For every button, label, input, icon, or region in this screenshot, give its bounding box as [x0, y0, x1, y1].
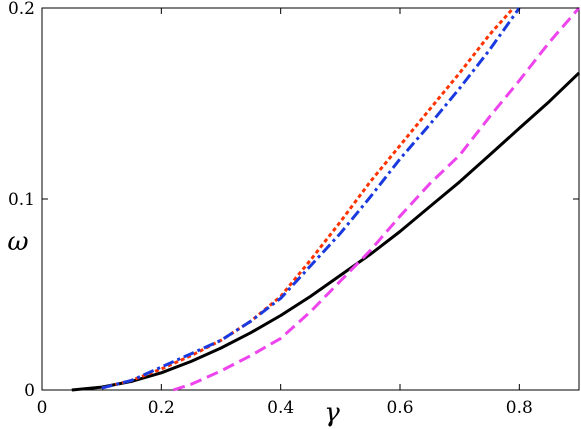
x-tick-label: 0.2 [148, 398, 175, 418]
plot-frame [41, 7, 580, 391]
series-line-4 [172, 7, 581, 392]
x-tick-label: 0.8 [506, 398, 533, 418]
y-tick-label: 0 [24, 381, 35, 401]
y-tick-label: 0.1 [8, 190, 35, 210]
series-layer [71, 6, 581, 392]
series-line-1 [71, 71, 581, 392]
y-tick-label: 0.2 [8, 0, 35, 19]
y-axis-title: ω [7, 227, 28, 257]
series-line-2 [101, 6, 515, 390]
ticks-layer: 0 0.2 0.4 0.6 0.8 0 0.1 0.2 [8, 0, 579, 418]
x-tick-label: 0.6 [386, 398, 413, 418]
series-line-3 [101, 7, 521, 390]
x-tick-label: 0 [37, 398, 48, 418]
x-tick-label: 0.4 [267, 398, 294, 418]
x-axis-title: γ [324, 398, 340, 428]
